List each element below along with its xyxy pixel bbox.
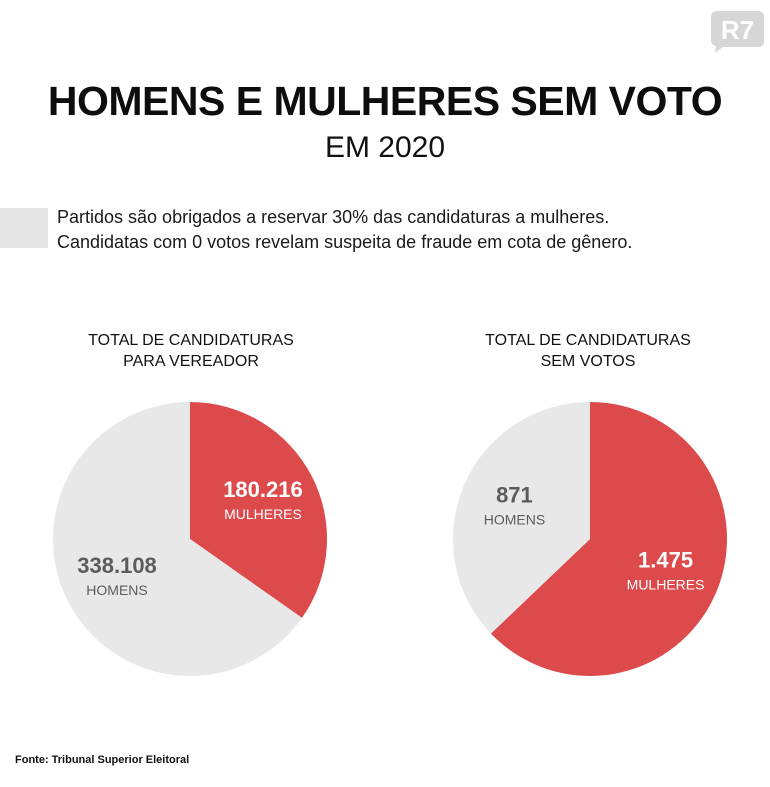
pie-slice-mulheres — [190, 402, 327, 618]
chart-title-line: SEM VOTOS — [540, 353, 636, 370]
pie-category-label-homens: HOMENS — [86, 582, 147, 598]
intro-line-1: Partidos são obrigados a reservar 30% da… — [57, 207, 610, 227]
pie-slice-homens — [453, 402, 590, 634]
chart-title-sem-votos: TOTAL DE CANDIDATURAS SEM VOTOS — [438, 330, 738, 372]
pie-category-label-homens: HOMENS — [484, 512, 545, 528]
pie-value-label-homens: 871 — [496, 483, 533, 508]
pie-chart-total-candidaturas: 180.216 MULHERES 338.108 HOMENS — [52, 402, 327, 676]
pie-value-label-homens: 338.108 — [77, 553, 157, 578]
intro-accent-bar — [0, 208, 48, 248]
pie-value-label-mulheres: 1.475 — [638, 547, 693, 572]
pie-slice-mulheres — [490, 402, 727, 676]
intro-line-2: Candidatas com 0 votos revelam suspeita … — [57, 232, 633, 252]
chart-title-line: PARA VEREADOR — [123, 353, 259, 370]
intro-text: Partidos são obrigados a reservar 30% da… — [57, 205, 757, 255]
chart-title-total-candidaturas: TOTAL DE CANDIDATURAS PARA VEREADOR — [41, 330, 341, 372]
pie-value-label-mulheres: 180.216 — [223, 477, 303, 502]
r7-logo: R7 — [711, 11, 764, 53]
source-note: Fonte: Tribunal Superior Eleitoral — [15, 754, 190, 766]
page-title: HOMENS E MULHERES SEM VOTO — [47, 78, 723, 124]
pie-category-label-mulheres: MULHERES — [224, 506, 302, 522]
pie-chart-sem-votos: 1.475 MULHERES 871 HOMENS — [453, 402, 727, 676]
chart-title-line: TOTAL DE CANDIDATURAS — [88, 332, 294, 349]
chart-title-line: TOTAL DE CANDIDATURAS — [485, 332, 691, 349]
pie-category-label-mulheres: MULHERES — [627, 576, 705, 592]
r7-logo-text: R7 — [721, 15, 754, 45]
pie-slice-homens — [52, 402, 302, 676]
page-subtitle: EM 2020 — [324, 131, 446, 164]
